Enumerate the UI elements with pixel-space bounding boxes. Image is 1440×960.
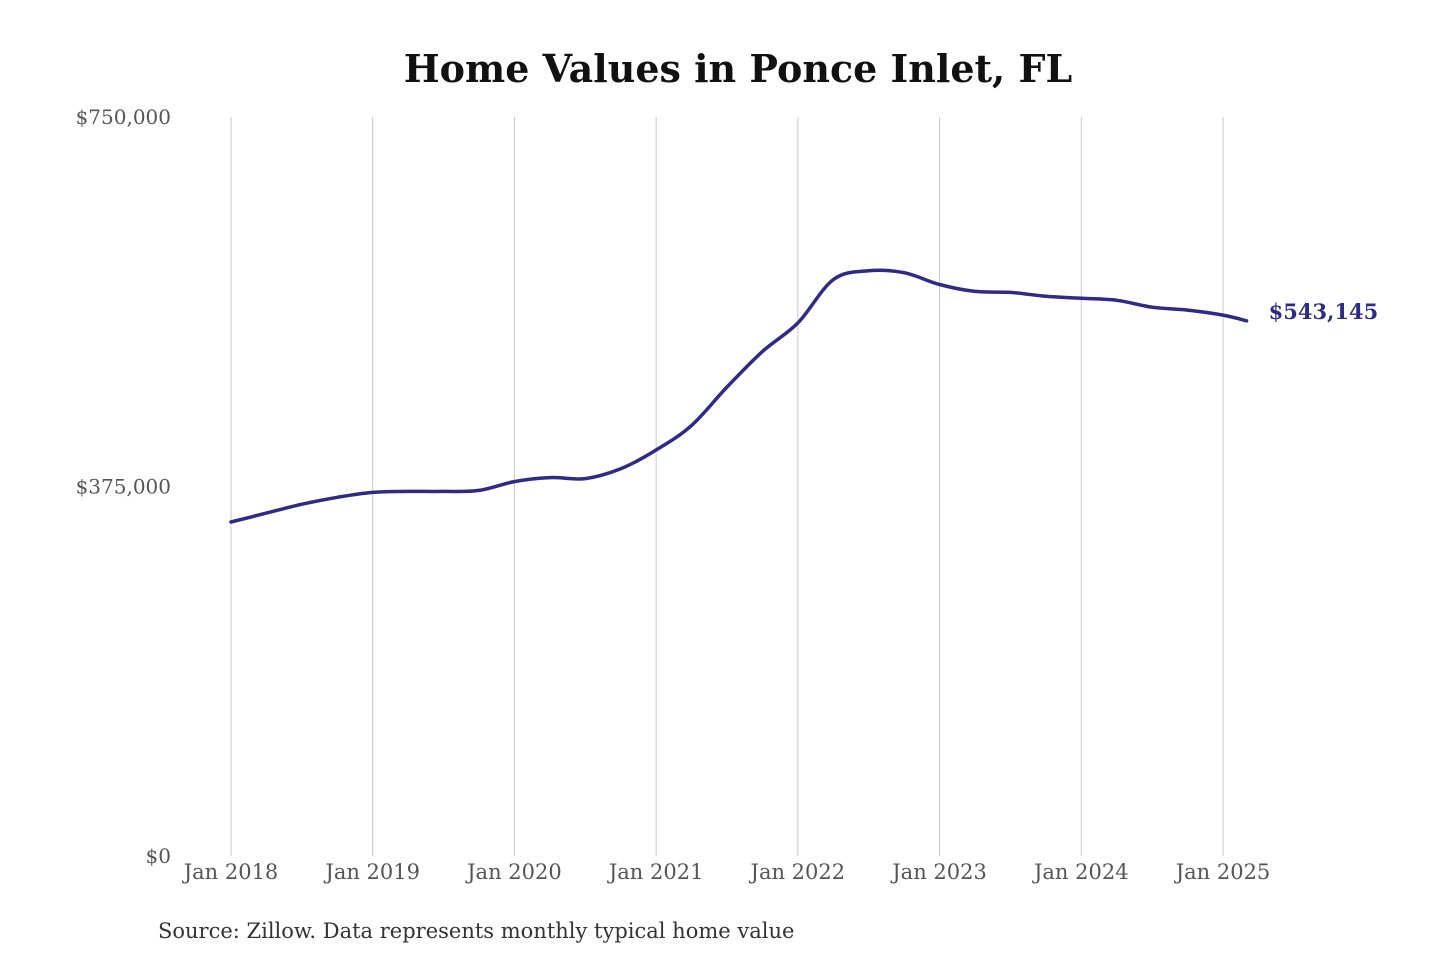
x-tick-label: Jan 2022	[749, 860, 846, 884]
x-tick-label: Jan 2021	[607, 860, 704, 884]
x-axis-ticks: Jan 2018 Jan 2019 Jan 2020 Jan 2021 Jan 2022…	[182, 860, 1271, 884]
gridlines	[230, 117, 1224, 856]
x-tick-label: Jan 2023	[890, 860, 987, 884]
x-tick-label: Jan 2024	[1032, 860, 1129, 884]
y-tick-label: $0	[146, 844, 171, 868]
x-tick-label: Jan 2019	[323, 860, 420, 884]
y-tick-label: $375,000	[76, 475, 171, 499]
y-tick-label: $750,000	[76, 105, 171, 129]
end-value-label: $543,145	[1269, 299, 1379, 324]
x-tick-label: Jan 2018	[182, 860, 279, 884]
y-axis-ticks: $0 $375,000 $750,000	[76, 105, 171, 868]
source-note: Source: Zillow. Data represents monthly …	[158, 919, 794, 943]
x-tick-label: Jan 2020	[465, 860, 562, 884]
chart-title: Home Values in Ponce Inlet, FL	[404, 46, 1072, 91]
x-tick-label: Jan 2025	[1174, 860, 1271, 884]
series-line	[229, 268, 1249, 524]
